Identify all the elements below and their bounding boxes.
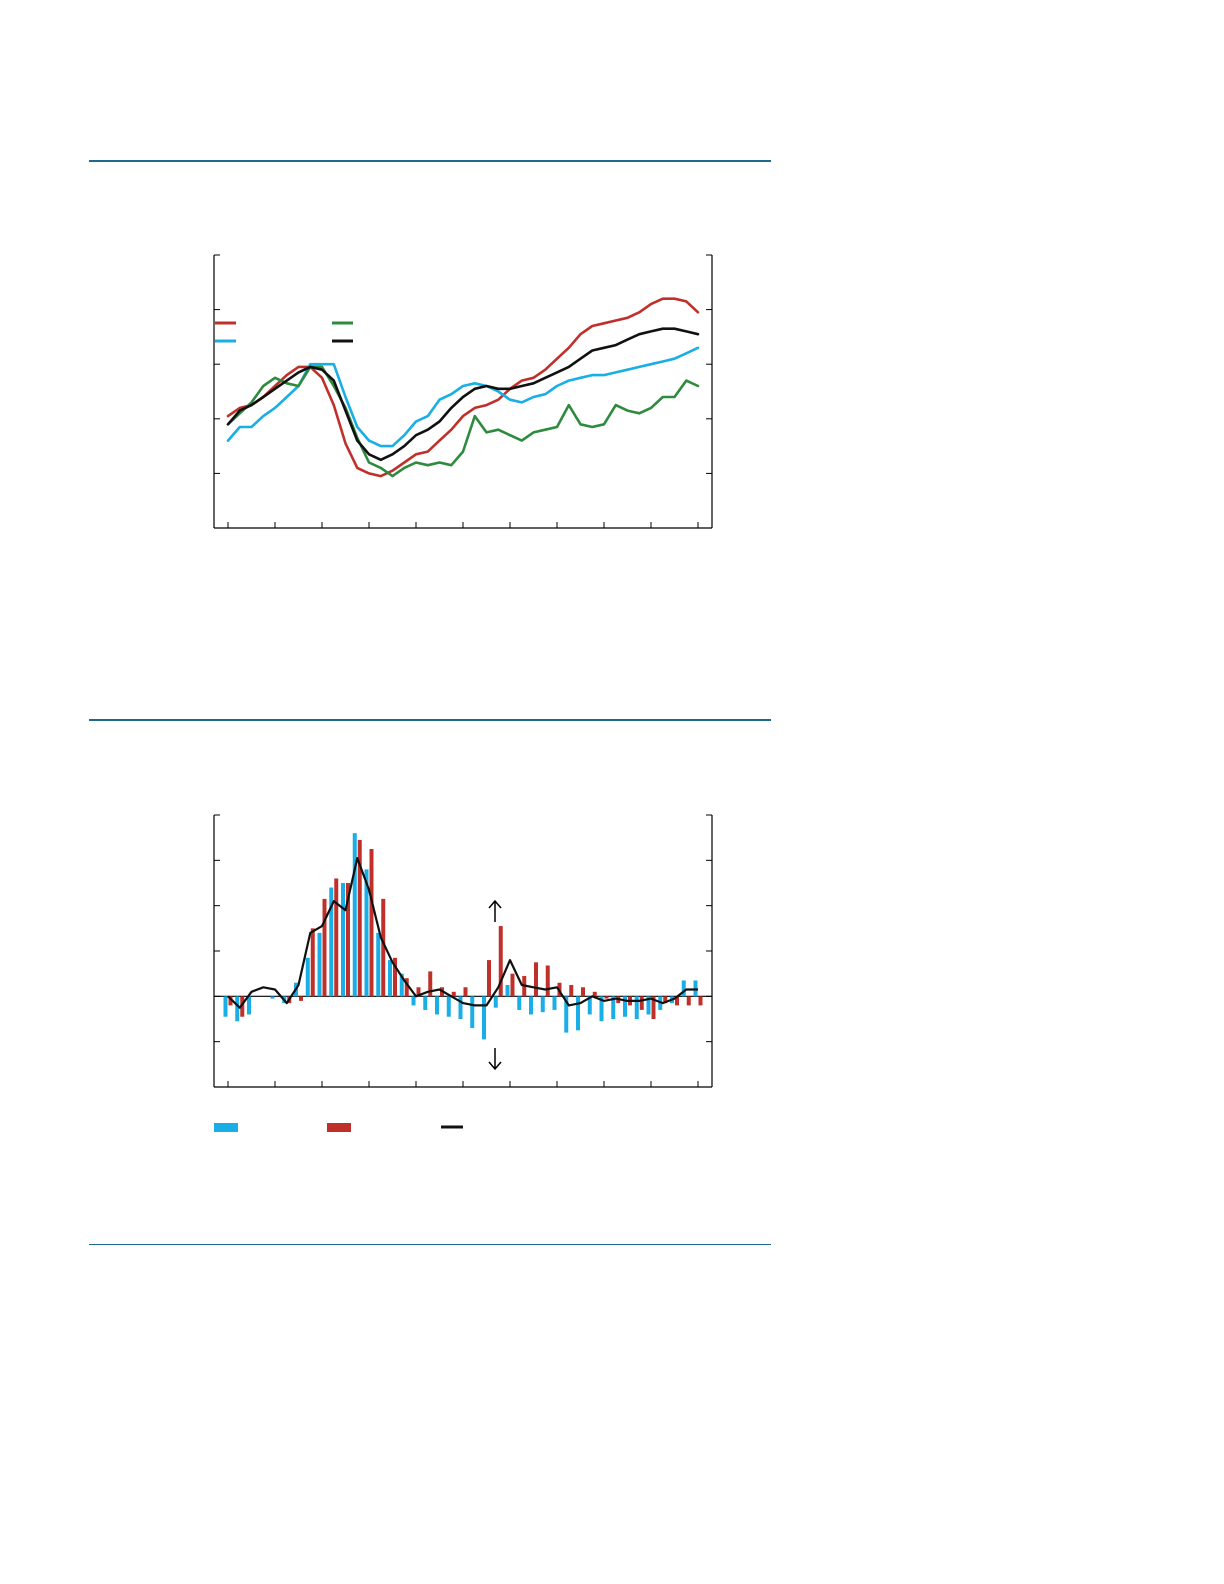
bar-red: [428, 971, 433, 997]
bar-red: [569, 985, 574, 997]
series-line-green: [226, 365, 700, 478]
bar-blue: [529, 996, 533, 1015]
bar-red: [322, 898, 327, 997]
bar-red: [381, 898, 386, 997]
middle-rule: [89, 719, 771, 721]
bar-blue: [247, 996, 251, 1015]
bar-blue: [411, 996, 416, 1006]
bar-blue: [646, 996, 651, 1015]
legend-swatch-red: [327, 1123, 351, 1132]
bar-red: [357, 839, 362, 997]
bar-red: [545, 965, 550, 997]
bar-blue: [634, 996, 639, 1019]
bar-chart: [213, 814, 713, 1132]
bar-blue: [376, 932, 381, 997]
bar-red: [663, 996, 668, 1004]
bar-red: [592, 991, 597, 997]
bar-blue: [223, 996, 228, 1017]
series-line-black: [226, 327, 700, 462]
bar-red: [463, 987, 468, 997]
top-rule: [89, 160, 771, 162]
bar-blue: [317, 932, 322, 997]
bar-red: [581, 987, 585, 997]
bar-blue: [423, 996, 428, 1010]
bar-blue: [540, 996, 545, 1013]
bar-blue: [623, 996, 627, 1017]
bar-blue: [235, 996, 240, 1022]
bar-blue: [576, 996, 580, 1031]
bar-blue: [505, 985, 510, 997]
bar-blue: [587, 996, 592, 1015]
bar-blue: [482, 996, 486, 1040]
bar-red: [393, 957, 397, 997]
bar-red: [534, 962, 538, 997]
bar-red: [369, 849, 374, 997]
bar-blue: [352, 833, 357, 997]
bar-red: [498, 926, 503, 997]
bar-blue: [270, 996, 275, 999]
bar-red: [416, 987, 421, 997]
bar-blue: [458, 996, 463, 1019]
bar-red: [686, 996, 691, 1006]
bar-blue: [611, 996, 616, 1019]
bar-red: [651, 996, 656, 1019]
bar-blue: [435, 996, 439, 1015]
bar-red: [334, 878, 339, 997]
bar-red: [240, 996, 245, 1017]
bar-blue: [470, 996, 475, 1029]
bar-red: [639, 996, 644, 1010]
bar-blue: [517, 996, 522, 1010]
bar-red: [299, 996, 303, 1001]
legend-swatch-blue: [214, 1123, 238, 1132]
bar-blue: [329, 887, 334, 997]
series-line-red: [226, 297, 700, 478]
bar-red: [510, 973, 515, 997]
bar-red: [698, 996, 703, 1006]
bar-blue: [388, 960, 392, 997]
bar-blue: [564, 996, 569, 1033]
bar-blue: [599, 996, 604, 1022]
down-arrow: [488, 1048, 502, 1071]
bar-blue: [493, 996, 498, 1008]
series-line-black: [227, 856, 698, 1009]
line-chart: [213, 254, 713, 529]
bar-blue: [552, 996, 557, 1010]
bar-red: [404, 978, 409, 997]
bar-blue: [681, 980, 686, 997]
bar-blue: [446, 996, 451, 1017]
bar-blue: [305, 957, 310, 997]
bar-red: [487, 960, 491, 997]
bar-red: [451, 991, 456, 997]
bar-blue: [341, 883, 345, 997]
bar-red: [310, 928, 315, 997]
bottom-rule: [89, 1244, 771, 1245]
up-arrow: [488, 899, 502, 922]
bar-red: [675, 996, 679, 1006]
bar-red: [604, 996, 609, 999]
bar-red: [228, 996, 233, 1006]
bar-blue: [399, 973, 404, 997]
bar-red: [346, 883, 350, 997]
bar-blue: [364, 869, 369, 997]
